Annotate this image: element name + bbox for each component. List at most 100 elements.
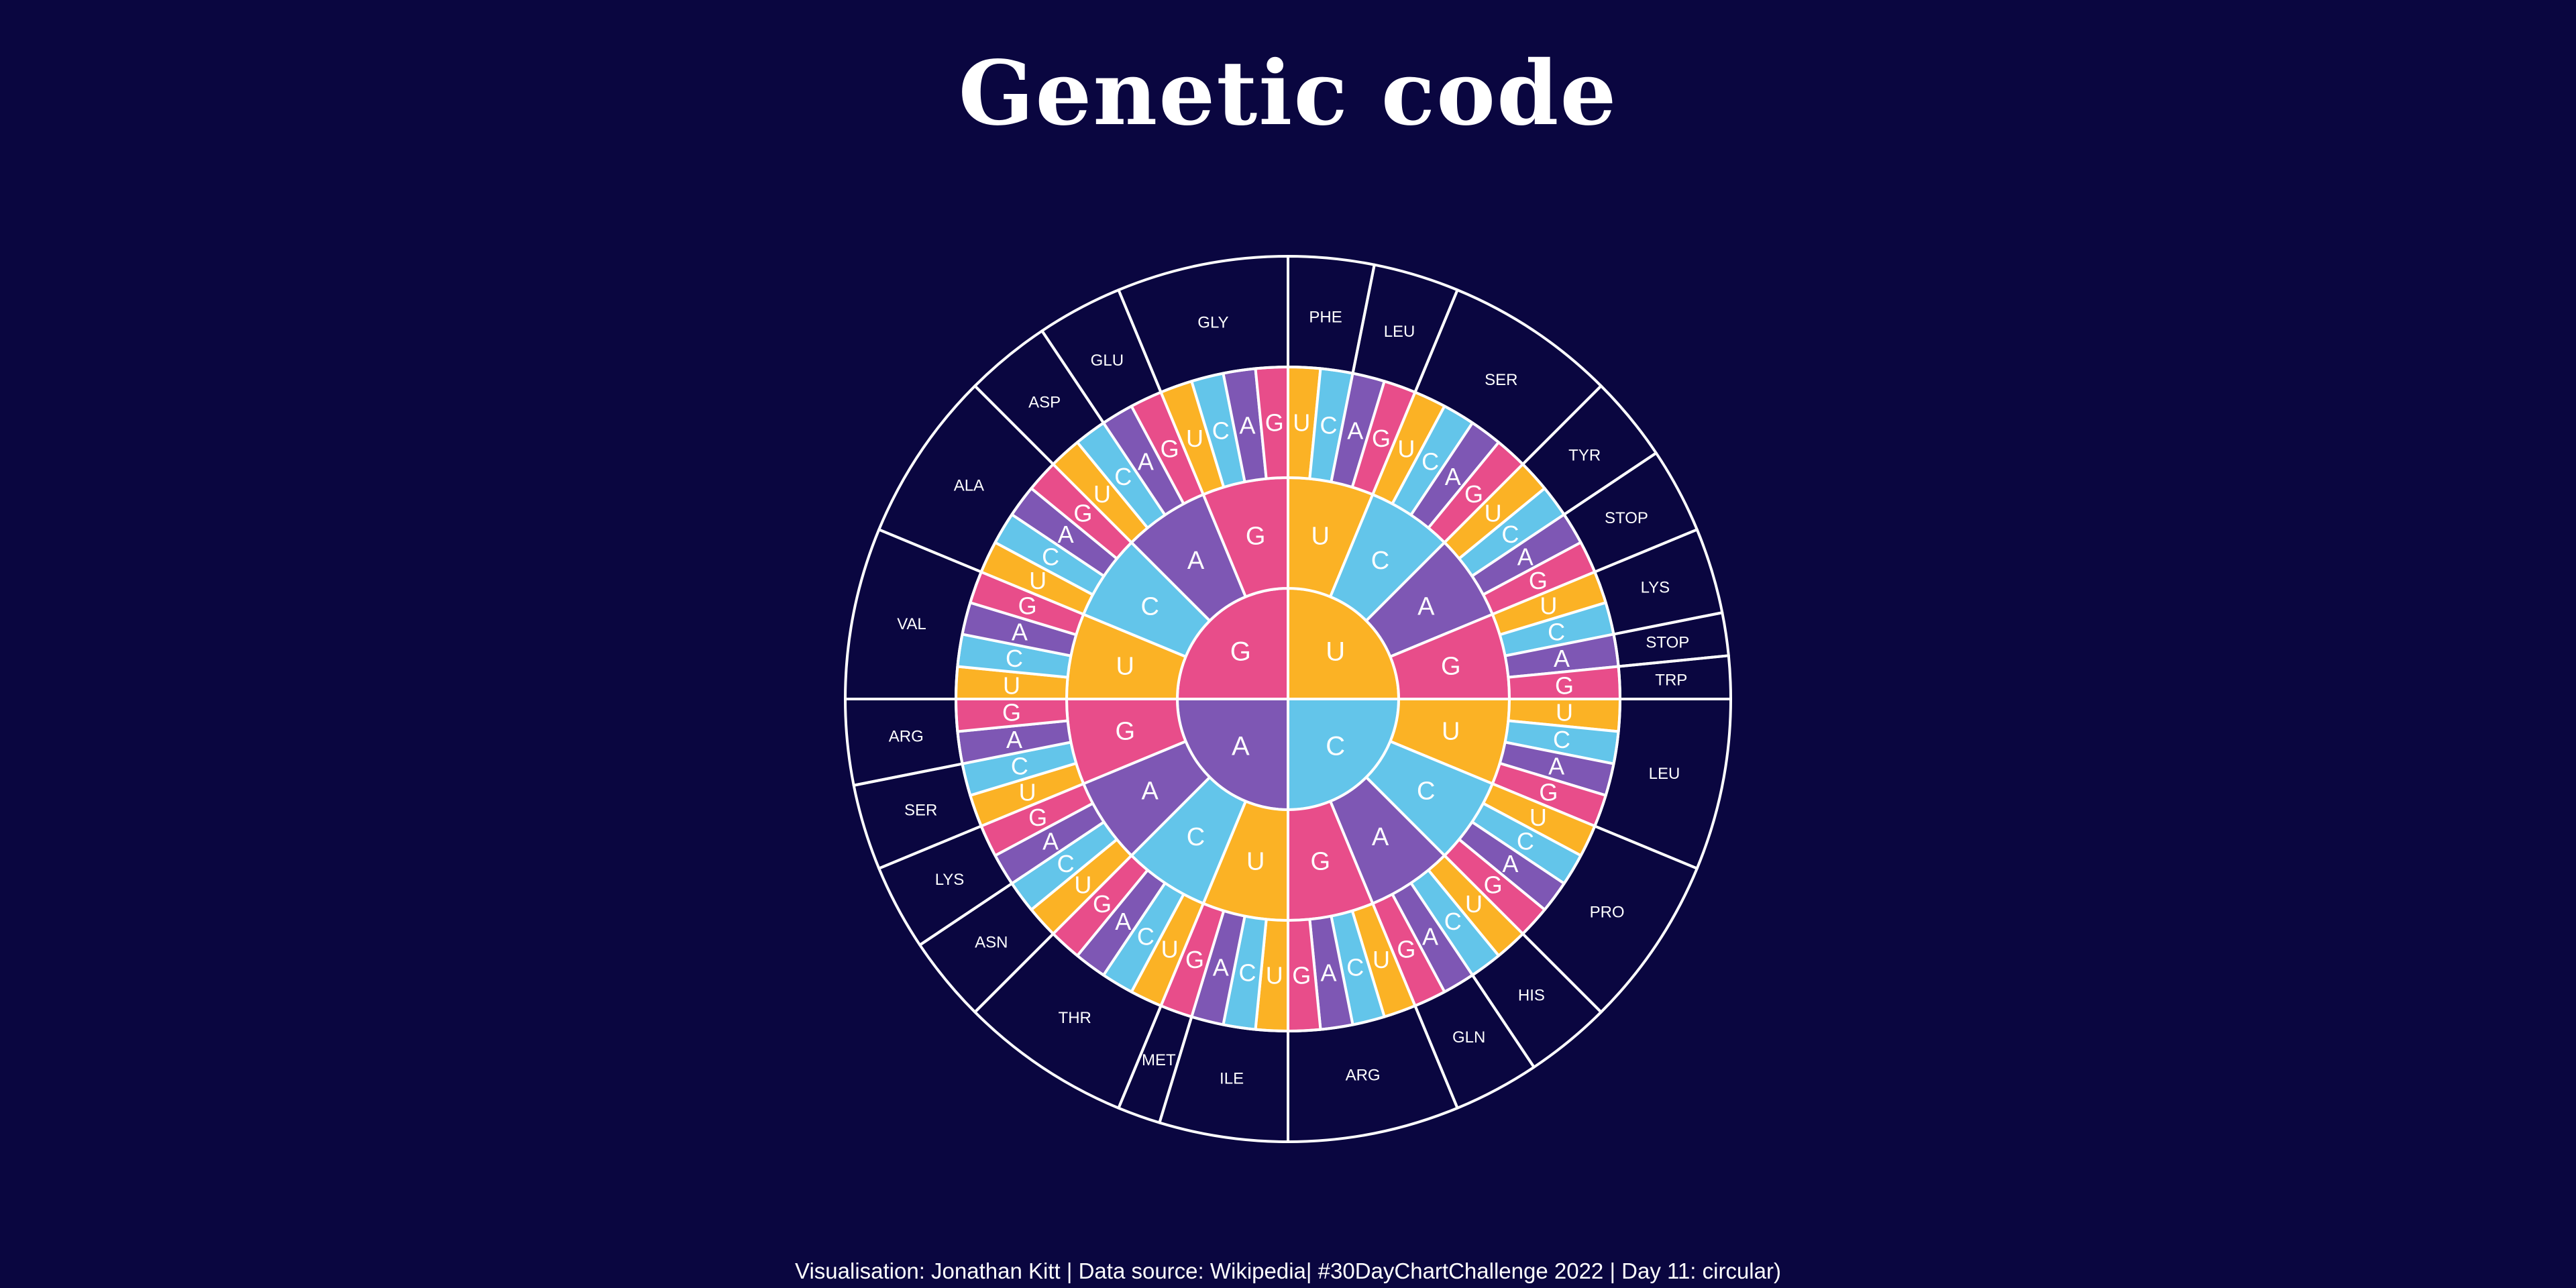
ring2-label-U: U xyxy=(1246,848,1265,876)
ring2-label-A: A xyxy=(1187,547,1205,575)
amino-label-phe: PHE xyxy=(1309,308,1342,326)
ring3-label-A: A xyxy=(1422,922,1438,950)
ring3-label-A: A xyxy=(1006,726,1022,753)
ring3-label-U: U xyxy=(1266,962,1283,989)
amino-label-stop: STOP xyxy=(1646,634,1689,652)
amino-label-trp: TRP xyxy=(1655,671,1687,689)
ring3-label-A: A xyxy=(1445,463,1461,490)
ring3-label-C: C xyxy=(1114,463,1132,490)
amino-label-lys: LYS xyxy=(1641,578,1670,596)
amino-label-gly: GLY xyxy=(1197,313,1228,331)
chart-caption: Visualisation: Jonathan Kitt | Data sour… xyxy=(795,1258,1781,1283)
ring1-label-G: G xyxy=(1230,637,1251,666)
third-base-ring: U C A G U CAGUCAGUCAGUCAGUCAGUCAGUCAGUCAGUCAG… xyxy=(954,366,1622,1033)
ring3-label-A: A xyxy=(1058,521,1074,548)
ring3-label-G: G xyxy=(1372,425,1391,452)
ring1-label-C: C xyxy=(1326,732,1345,761)
amino-label-ala: ALA xyxy=(954,477,984,495)
ring3-label-U: U xyxy=(1093,480,1111,508)
ring3-label-U: U xyxy=(1397,435,1415,463)
amino-label-asn: ASN xyxy=(975,933,1008,951)
ring2-label-G: G xyxy=(1246,522,1266,550)
ring3-label-C: C xyxy=(1553,726,1570,753)
ring2-label-U: U xyxy=(1116,653,1134,681)
ring3-label-G: G xyxy=(1539,778,1558,806)
ring2-label-G: G xyxy=(1441,653,1461,681)
ring3-label-C: C xyxy=(1517,828,1534,855)
ring3-label-U: U xyxy=(1029,567,1046,594)
ring3-label-U: U xyxy=(1373,946,1390,973)
ring3-label-G: G xyxy=(1529,567,1548,594)
ring3-label-G: G xyxy=(1161,435,1179,463)
ring3-label-A: A xyxy=(1213,954,1229,981)
ring3-label-G: G xyxy=(1185,946,1204,973)
ring3-label-G: G xyxy=(1464,480,1483,508)
ring3-label-U: U xyxy=(1003,672,1020,699)
ring3-label-G: G xyxy=(1292,962,1311,989)
ring3-label-G: G xyxy=(1397,935,1415,963)
amino-label-leu: LEU xyxy=(1649,765,1680,783)
ring3-label-C: C xyxy=(1501,521,1519,548)
ring1-label-U: U xyxy=(1326,637,1345,666)
ring3-label-G: G xyxy=(1018,592,1037,620)
ring3-label-A: A xyxy=(1239,411,1255,439)
ring3-label-G: G xyxy=(1484,871,1503,899)
ring2-label-C: C xyxy=(1187,823,1205,851)
amino-label-glu: GLU xyxy=(1091,352,1124,370)
ring2-label-G: G xyxy=(1115,717,1135,745)
ring3-label-A: A xyxy=(1321,959,1337,987)
ring3-label-U: U xyxy=(1186,425,1203,452)
amino-sector-gly xyxy=(1117,255,1289,394)
ring3-label-U: U xyxy=(1293,409,1310,436)
ring3-label-C: C xyxy=(1444,908,1462,935)
amino-label-gln: GLN xyxy=(1452,1028,1485,1046)
amino-label-met: MET xyxy=(1142,1051,1176,1069)
ring3-label-G: G xyxy=(1555,672,1574,699)
ring3-label-C: C xyxy=(1548,618,1565,645)
ring3-label-U: U xyxy=(1019,778,1036,806)
amino-label-arg: ARG xyxy=(889,728,924,746)
ring3-label-A: A xyxy=(1115,908,1131,935)
amino-label-thr: THR xyxy=(1059,1009,1091,1027)
ring3-label-A: A xyxy=(1012,618,1028,645)
ring3-label-U: U xyxy=(1540,592,1557,620)
ring3-label-C: C xyxy=(1212,417,1230,444)
ring3-label-G: G xyxy=(1265,409,1284,436)
ring3-label-U: U xyxy=(1529,804,1547,831)
amino-label-arg: ARG xyxy=(1346,1067,1381,1085)
ring3-label-C: C xyxy=(1057,850,1075,877)
ring3-label-A: A xyxy=(1347,417,1363,444)
ring3-label-U: U xyxy=(1161,935,1179,963)
chart-title: Genetic code xyxy=(958,42,1618,146)
amino-label-stop: STOP xyxy=(1605,509,1648,527)
ring2-label-C: C xyxy=(1371,547,1389,575)
ring3-label-U: U xyxy=(1465,890,1483,918)
ring3-label-A: A xyxy=(1554,645,1570,672)
ring2-label-G: G xyxy=(1311,848,1331,876)
amino-acid-ring: PHE LEU SER TYR STOP LYS STOP TRP LEU PRO HIS GLN AR… xyxy=(844,255,1732,1143)
amino-label-ser: SER xyxy=(1485,371,1517,389)
ring2-label-C: C xyxy=(1417,777,1435,806)
ring3-label-A: A xyxy=(1502,850,1518,877)
ring3-label-C: C xyxy=(1137,922,1155,950)
ring2-label-A: A xyxy=(1142,777,1159,806)
ring3-label-C: C xyxy=(1042,543,1059,570)
ring2-label-U: U xyxy=(1311,522,1330,550)
amino-label-leu: LEU xyxy=(1384,323,1415,341)
ring2-label-C: C xyxy=(1140,592,1159,621)
ring3-label-A: A xyxy=(1042,828,1059,855)
amino-label-lys: LYS xyxy=(935,871,965,889)
ring3-label-G: G xyxy=(1093,890,1112,918)
ring3-label-G: G xyxy=(1028,804,1047,831)
ring3-label-C: C xyxy=(1011,753,1028,780)
ring3-label-U: U xyxy=(1074,871,1091,899)
ring3-label-U: U xyxy=(1556,699,1573,727)
ring3-label-C: C xyxy=(1421,448,1439,476)
ring3-label-C: C xyxy=(1238,959,1256,987)
ring3-label-C: C xyxy=(1320,411,1338,439)
amino-label-ile: ILE xyxy=(1220,1069,1244,1087)
ring1-label-A: A xyxy=(1232,732,1250,761)
amino-label-tyr: TYR xyxy=(1568,447,1601,465)
